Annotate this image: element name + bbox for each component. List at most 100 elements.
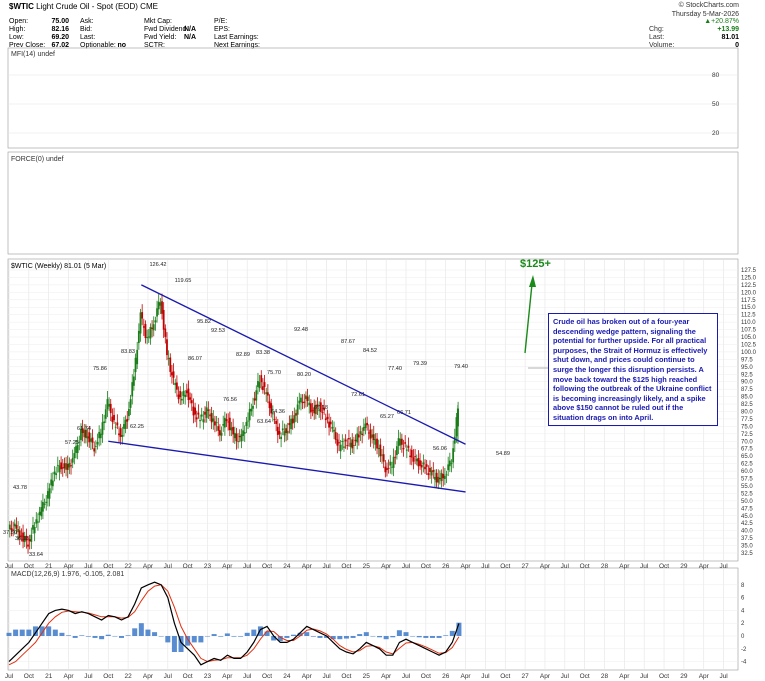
price-label: 75.70 [267,370,281,376]
price-y-tick-label: 47.5 [741,506,753,512]
price-candle-body [204,411,206,415]
price-candle-body [103,421,106,424]
price-candle-body [381,454,383,456]
macd-histogram-bar [19,629,25,636]
price-candle-body [85,429,87,438]
price-candle-body [316,404,319,407]
price-label: 33.64 [29,552,43,558]
price-candle-body [42,501,44,512]
price-candle-body [255,390,258,401]
macd-x-tick-label: 29 [680,673,688,680]
price-candle-body [293,415,296,423]
price-candle-body [151,327,153,330]
price-candle-body [415,458,418,462]
lower-trendline [108,440,466,493]
info-col-4: P/E: EPS: Last Earnings: Next Earnings: [214,18,260,49]
price-label: 83.38 [256,350,270,356]
macd-histogram-bar [350,636,356,638]
price-candle-body [387,467,390,469]
price-candle-body [37,521,39,523]
macd-x-tick-label: Apr [143,673,154,680]
price-candle-body [136,349,139,365]
macd-x-tick-label: Jul [640,673,649,680]
macd-histogram-bar [370,636,376,637]
macd-histogram-bar [85,636,91,637]
price-candle-body [306,396,309,402]
price-candle-body [349,442,352,447]
info-col-1: Open: 75.00 High: 82.16 Low: 69.20 Prev Clo… [9,18,69,49]
macd-x-tick-label: Apr [302,673,313,680]
price-candle-body [356,433,359,443]
macd-histogram-bar [132,628,138,636]
price-x-tick-label: Apr [699,563,710,570]
macd-histogram-bar [357,634,363,636]
macd-x-tick-label: 26 [442,673,450,680]
price-candle-body [66,463,69,470]
price-candle-body [435,472,438,483]
price-candle-body [185,390,188,394]
macd-x-tick-label: 24 [283,673,291,680]
price-y-tick-label: 72.5 [741,432,753,438]
macd-histogram-bar [26,629,32,636]
price-candle-body [362,427,365,431]
macd-y-tick-label: 2 [741,621,745,627]
price-candle-body [118,433,120,436]
macd-x-tick-label: 28 [601,673,609,680]
price-candle-body [93,448,96,452]
macd-x-tick-label: Oct [103,673,113,680]
macd-histogram-bar [429,636,435,638]
price-candle-body [372,434,375,441]
price-candle-body [195,417,198,420]
price-candle-body [166,339,168,356]
macd-histogram-bar [32,626,38,636]
price-candle-body [58,465,61,473]
price-candle-body [48,488,51,499]
macd-x-tick-label: Jul [84,673,93,680]
price-candle-body [351,439,354,449]
price-candle-body [15,524,18,529]
price-y-tick-label: 115.0 [741,305,756,311]
price-label: 54.89 [496,451,510,457]
macd-label: MACD(12,26,9) 1.976, -0.105, 2.081 [11,571,124,578]
price-candle-body [384,466,387,473]
price-candle-body [109,403,112,414]
price-label: 57.25 [65,440,79,446]
macd-x-tick-label: Oct [183,673,193,680]
price-candle-body [94,445,97,447]
price-candle-body [129,399,132,408]
macd-histogram-bar [337,636,343,640]
price-candle-body [391,466,393,468]
price-candle-body [404,442,407,444]
macd-histogram-bar [238,636,244,637]
watermark: © StockCharts.com [678,2,739,9]
price-candle-body [270,403,273,414]
price-candle-body [396,446,398,456]
price-candle-body [402,448,405,450]
price-candle-body [252,405,254,409]
price-x-tick-label: Jul [164,563,173,570]
price-candle-body [71,457,74,463]
price-candle-body [427,473,430,476]
price-candle-body [228,417,231,431]
price-candle-body [237,441,240,443]
price-candle-body [450,463,453,465]
price-y-tick-label: 62.5 [741,462,753,468]
macd-histogram-bar [231,636,237,637]
price-candle-body [295,413,297,416]
price-candle-body [192,406,195,416]
macd-histogram-bar [416,636,422,638]
mfi-tick-20: 20 [712,130,720,137]
price-candle-body [240,434,243,442]
macd-histogram-bar [171,636,177,652]
macd-histogram-bar [205,636,210,637]
price-candle-body [73,453,76,459]
price-label: 62.25 [130,424,144,430]
price-candle-body [361,433,364,436]
price-label: 119.65 [175,278,192,284]
price-label: 67.18 [314,405,328,411]
price-candle-body [46,491,49,499]
price-candle-body [334,432,337,440]
price-candle-body [235,433,238,442]
price-candle-body [200,414,203,417]
price-candle-body [389,461,392,466]
